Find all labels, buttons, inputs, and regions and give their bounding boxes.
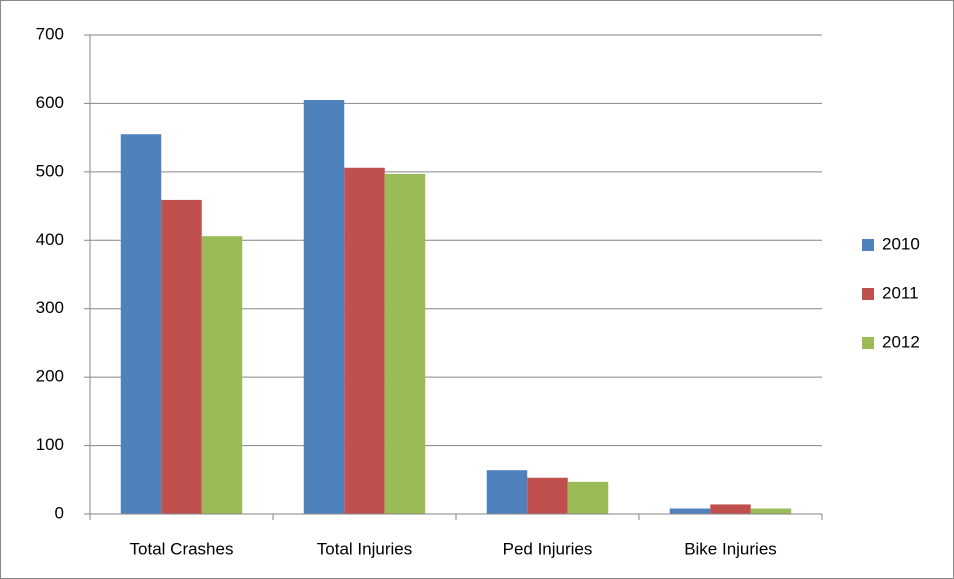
bar — [384, 173, 426, 514]
y-tick-label: 300 — [36, 298, 64, 317]
y-tick-label: 0 — [55, 503, 64, 522]
x-tick-label: Total Crashes — [130, 539, 234, 558]
y-tick-label: 500 — [36, 161, 64, 180]
bar — [303, 100, 345, 514]
bar — [750, 508, 792, 514]
legend-swatch — [862, 337, 874, 349]
x-tick-label: Ped Injuries — [503, 539, 593, 558]
legend-swatch — [862, 239, 874, 251]
bar — [710, 504, 751, 514]
bar — [486, 470, 528, 514]
bar — [344, 167, 385, 514]
y-tick-label: 400 — [36, 230, 64, 249]
x-tick-label: Total Injuries — [317, 539, 412, 558]
y-tick-label: 200 — [36, 367, 64, 386]
x-tick-label: Bike Injuries — [684, 539, 777, 558]
legend-swatch — [862, 288, 874, 300]
bar — [161, 199, 202, 515]
bar — [120, 134, 162, 514]
legend-label: 2011 — [882, 283, 919, 302]
bar — [567, 481, 609, 514]
legend-label: 2010 — [882, 234, 920, 253]
bar — [527, 477, 568, 514]
y-tick-label: 700 — [36, 24, 64, 43]
y-tick-label: 100 — [36, 435, 64, 454]
bar — [201, 236, 243, 514]
y-tick-label: 600 — [36, 93, 64, 112]
bar — [669, 508, 711, 514]
legend-label: 2012 — [882, 332, 920, 351]
